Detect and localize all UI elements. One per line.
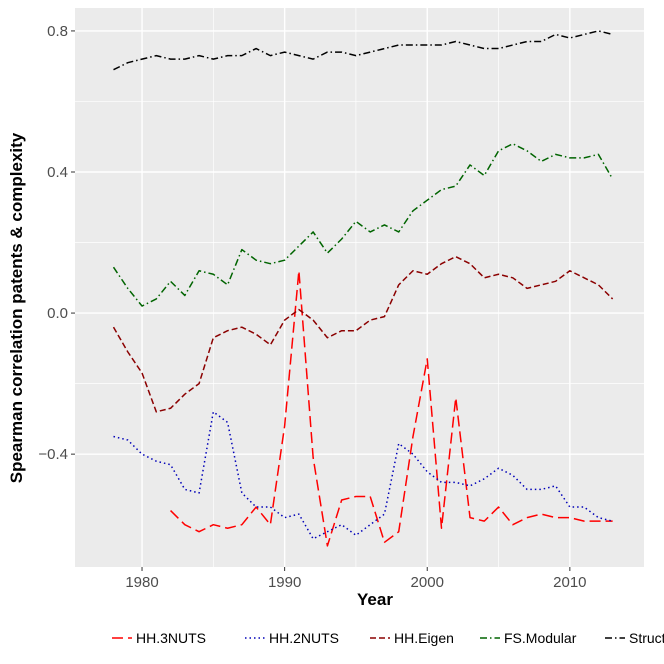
series-line-hh-eigen (112, 255, 614, 413)
major-gridlines (75, 8, 644, 567)
legend-label: HH.Eigen (394, 630, 454, 646)
legend-item: Structural (605, 630, 664, 646)
x-tick-label: 1980 (125, 574, 158, 591)
series-line-fs-modular (112, 143, 614, 307)
y-axis-ticks: −0.4 0.0 0.4 0.8 (38, 23, 75, 463)
legend-label: HH.2NUTS (269, 630, 339, 646)
series-line-hh-3nuts (170, 270, 613, 547)
series-lines (112, 30, 614, 547)
plot-panel (75, 8, 644, 567)
legend-label: HH.3NUTS (136, 630, 206, 646)
legend-item: HH.3NUTS (112, 630, 206, 646)
legend: HH.3NUTS HH.2NUTS HH.Eigen FS.Modular Struct… (112, 630, 664, 646)
y-axis-title: Spearman correlation patents & complexit… (7, 132, 26, 483)
minor-gridlines (75, 8, 644, 567)
legend-item: HH.2NUTS (245, 630, 339, 646)
x-tick-label: 2000 (411, 574, 444, 591)
legend-item: HH.Eigen (370, 630, 454, 646)
legend-label: FS.Modular (504, 630, 577, 646)
y-tick-label: 0.0 (47, 305, 68, 322)
x-axis-ticks: 1980 1990 2000 2010 (125, 567, 587, 591)
y-tick-label: −0.4 (38, 446, 68, 463)
legend-label: Structural (629, 630, 664, 646)
y-tick-label: 0.8 (47, 23, 68, 40)
legend-item: FS.Modular (480, 630, 577, 646)
x-axis-title: Year (357, 590, 393, 609)
x-tick-label: 1990 (268, 574, 301, 591)
y-tick-label: 0.4 (47, 164, 68, 181)
x-tick-label: 2010 (553, 574, 586, 591)
